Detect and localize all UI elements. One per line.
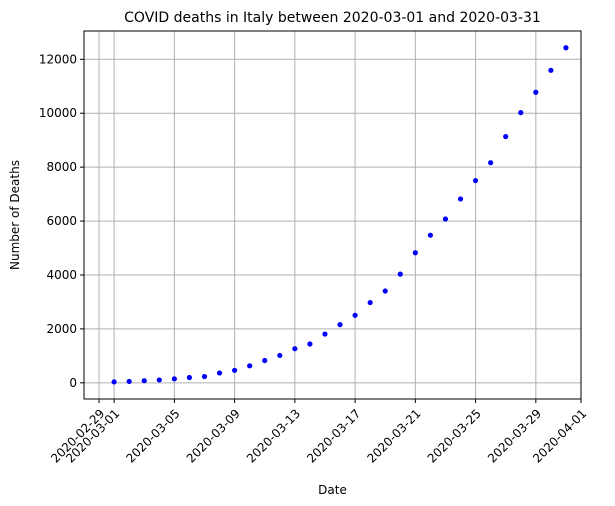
data-point [427,232,433,238]
data-point [186,374,193,381]
y-tick-label: 0 [69,376,77,390]
data-point [292,346,298,352]
data-point [457,196,464,202]
x-tick-label: 2020-03-17 [304,406,363,465]
data-point [442,216,449,222]
chart-title: COVID deaths in Italy between 2020-03-01… [124,10,541,26]
data-point [472,177,479,184]
data-point [518,110,524,116]
x-tick-label: 2020-03-13 [244,406,303,465]
data-point [382,288,388,294]
data-points [111,45,569,385]
data-point [216,370,223,376]
y-tick-label: 10000 [39,106,77,120]
data-point [307,341,313,347]
data-point [171,376,177,382]
data-point [533,89,539,95]
data-point [141,378,147,384]
x-tick-label: 2020-03-21 [364,406,423,465]
data-point [503,133,509,140]
data-point [488,160,494,166]
data-point [337,322,343,328]
y-tick-label: 6000 [46,214,77,228]
data-point [126,378,132,385]
y-axis-label: Number of Deaths [8,160,22,270]
data-point [111,379,117,385]
grid-layer [84,31,582,399]
plot-frame [83,30,582,400]
data-point [232,367,238,373]
x-tick-label: 2020-03-25 [425,406,484,465]
data-point [201,373,208,380]
data-point [352,312,358,318]
data-point [262,357,268,364]
x-tick-label: 2020-03-05 [123,406,182,465]
y-tick-label: 12000 [39,52,77,66]
data-point [247,363,253,369]
data-point [156,377,162,383]
data-point [412,250,418,256]
data-point [277,352,283,359]
y-tick-label: 8000 [46,160,77,174]
y-tick-label: 4000 [46,268,77,282]
x-tick-label: 2020-03-09 [184,406,243,465]
data-point [397,271,403,277]
data-point [563,45,569,51]
data-point [367,299,373,306]
y-tick-label: 2000 [46,322,77,336]
data-point [322,331,328,337]
data-point [548,67,554,73]
x-axis-label: Date [318,483,347,497]
